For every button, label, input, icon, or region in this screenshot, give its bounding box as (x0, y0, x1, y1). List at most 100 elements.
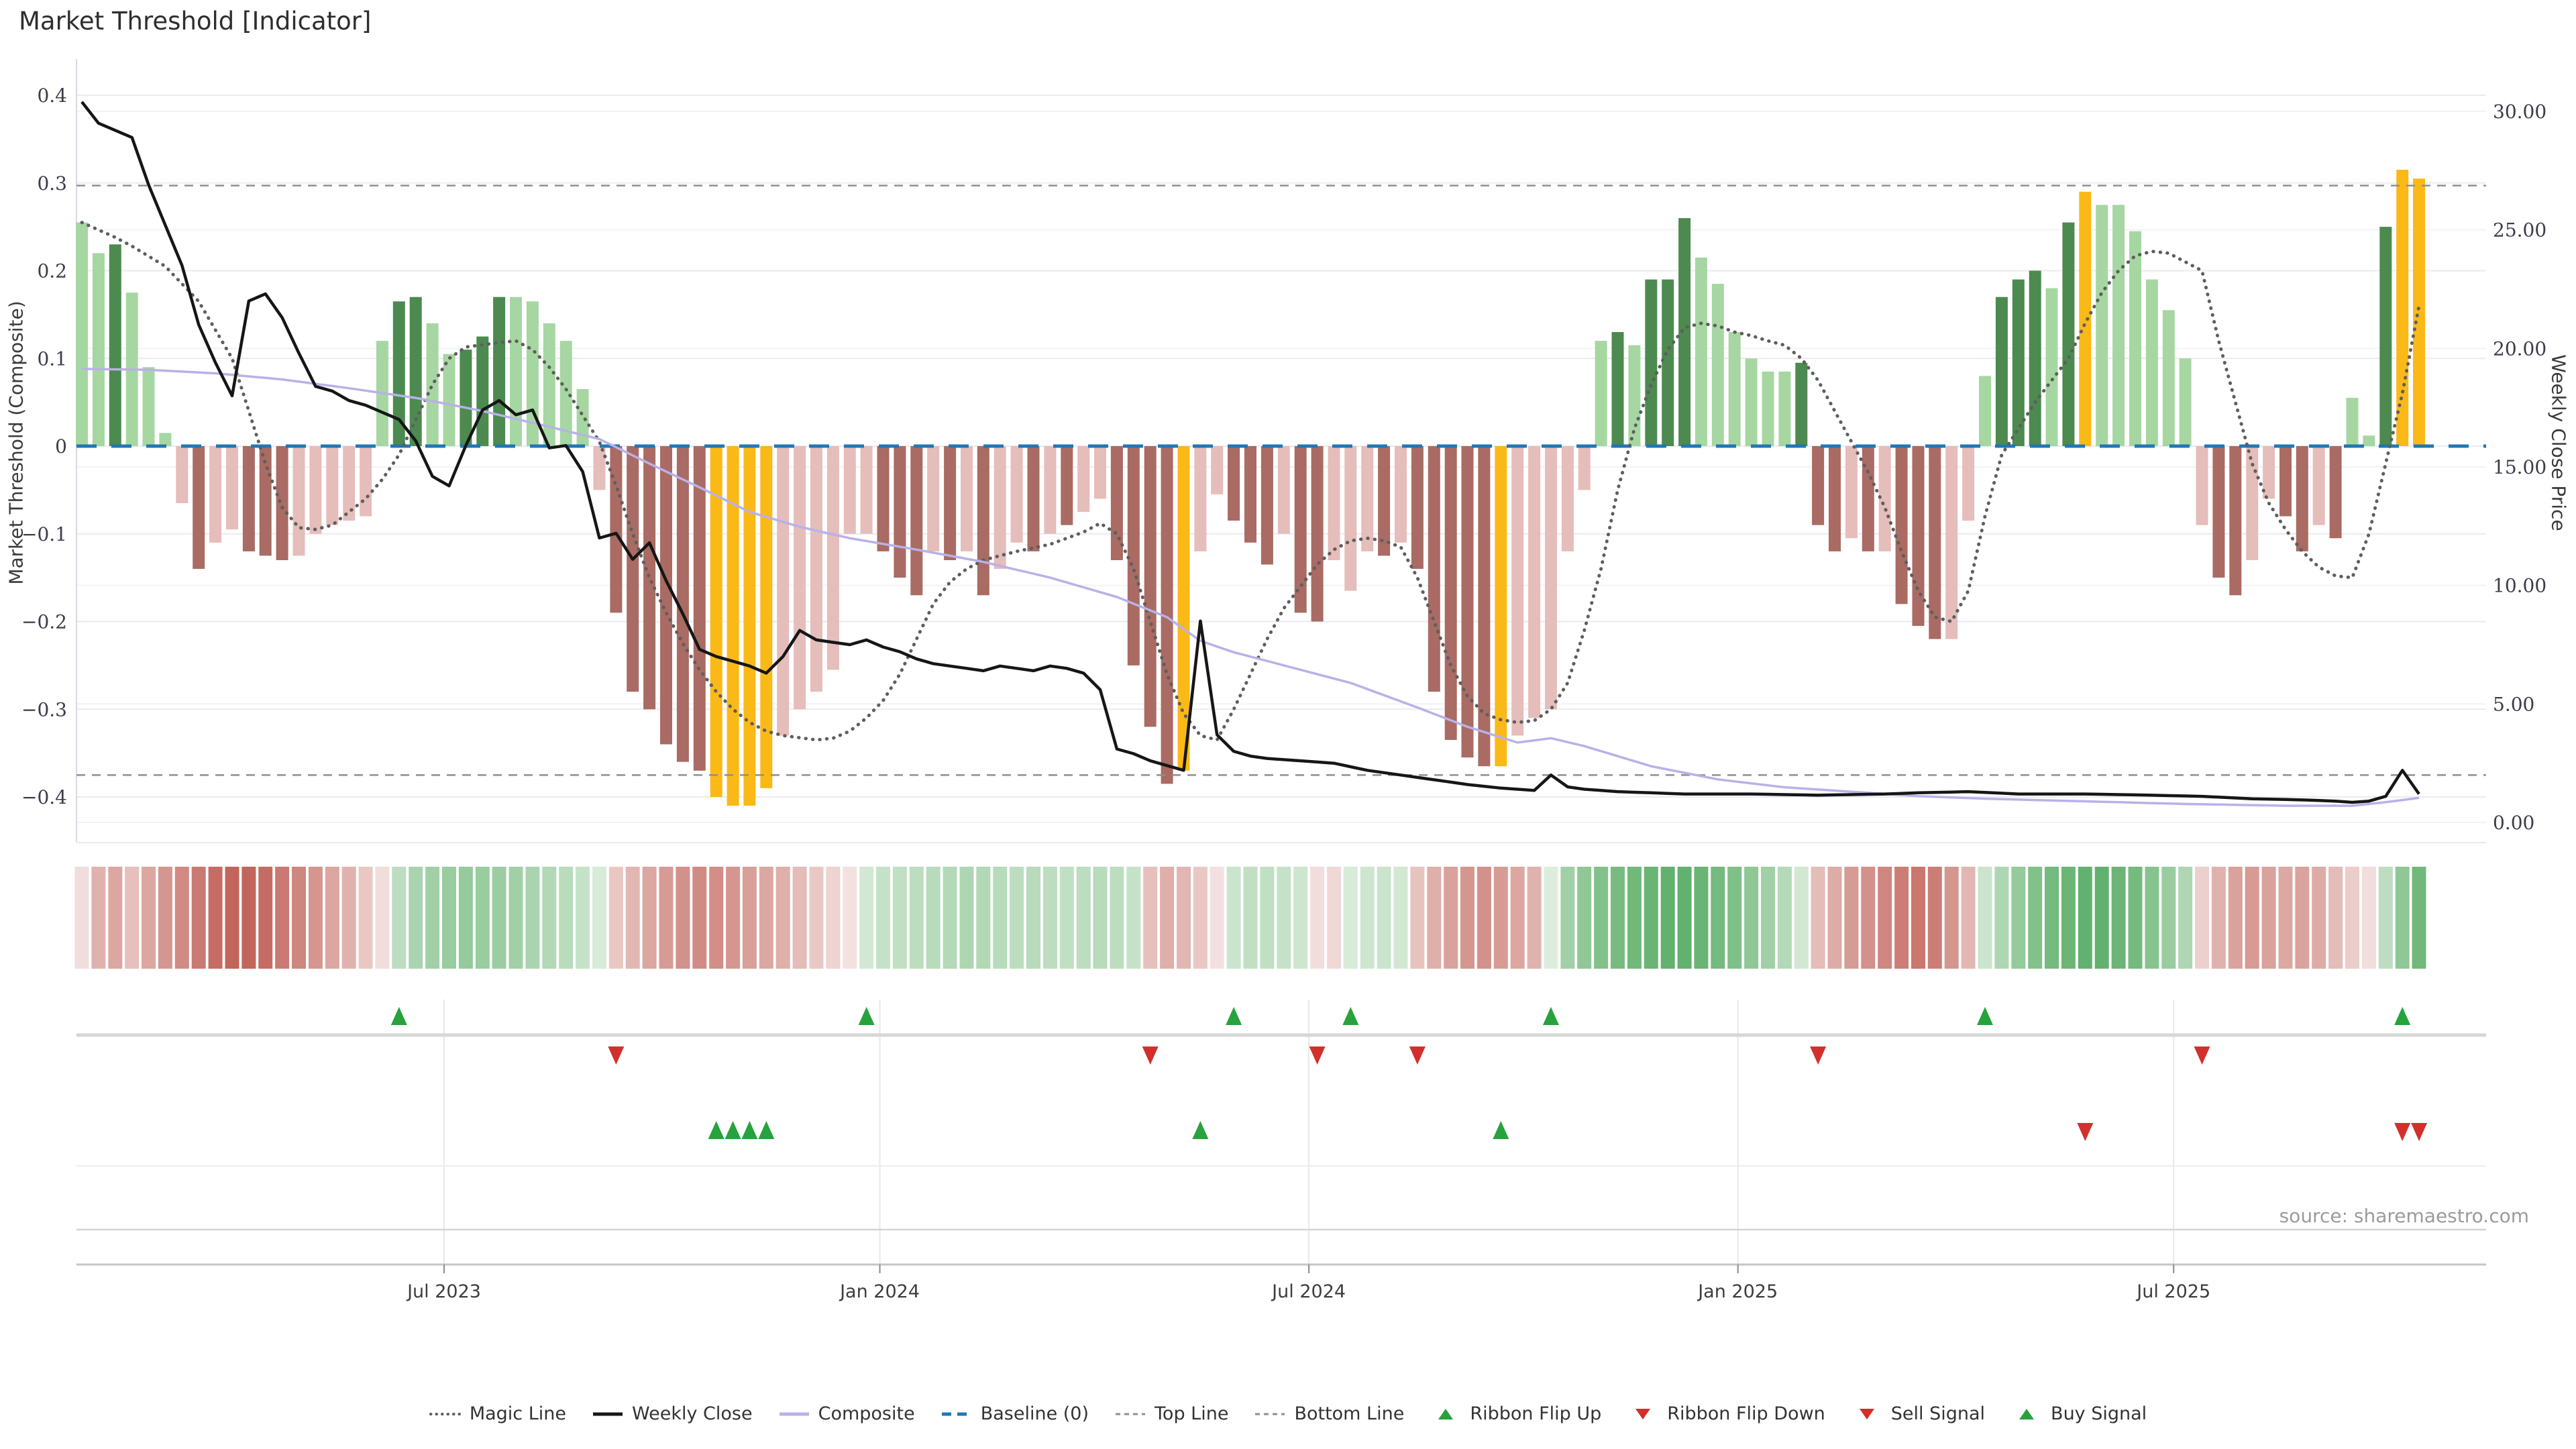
legend-marker-icon (1859, 1408, 1874, 1419)
bar (1895, 446, 1908, 604)
bar (392, 301, 405, 446)
ribbon-cell (726, 867, 741, 969)
bar (426, 323, 439, 446)
legend-item-sell-signal[interactable]: Sell Signal (1851, 1403, 1985, 1424)
bar (1995, 297, 2008, 446)
ribbon-cell (241, 867, 256, 969)
ribbon-cell (2111, 867, 2126, 969)
ribbon-cell (1143, 867, 1158, 969)
bar (826, 446, 839, 670)
ribbon-cell (843, 867, 857, 969)
ribbon-cell (809, 867, 824, 969)
bar (510, 297, 522, 446)
ribbon-cell (1744, 867, 1759, 969)
legend-item-buy-signal[interactable]: Buy Signal (2010, 1403, 2147, 1424)
bar (2029, 270, 2041, 446)
legend-marker-icon (1255, 1413, 1285, 1415)
ribbon-cell (792, 867, 807, 969)
bar (2129, 231, 2141, 446)
ribbon-cell (1627, 867, 1642, 969)
buy-signal-marker (758, 1121, 775, 1139)
legend-item-weekly-close[interactable]: Weekly Close (592, 1403, 753, 1424)
ribbon-cell (1577, 867, 1592, 969)
ribbon-cell (91, 867, 106, 969)
bar (1110, 446, 1123, 560)
ribbon-cell (1660, 867, 1675, 969)
bar (1912, 446, 1925, 626)
ribbon-cell (2128, 867, 2143, 969)
legend-item-ribbon-flip-up[interactable]: Ribbon Flip Up (1430, 1403, 1601, 1424)
legend-item-ribbon-flip-down[interactable]: Ribbon Flip Down (1627, 1403, 1825, 1424)
bar (610, 446, 623, 613)
ribbon-cell (1594, 867, 1609, 969)
ribbon-cell (275, 867, 290, 969)
bar (977, 446, 989, 596)
ribbon-cell (2345, 867, 2359, 969)
ribbon-flip-down-marker (1309, 1046, 1326, 1065)
ribbon-cell (341, 867, 356, 969)
ribbon-cell (2094, 867, 2109, 969)
ribbon-cell (1711, 867, 1725, 969)
ribbon-flip-down-marker (2194, 1046, 2210, 1065)
bar (1611, 332, 1624, 446)
buy-signal-marker (741, 1121, 758, 1139)
legend-item-composite[interactable]: Composite (778, 1403, 915, 1424)
legend-marker-icon (1116, 1413, 1146, 1415)
bars-series (76, 170, 2425, 806)
bar (2212, 446, 2225, 578)
ribbon-cell (191, 867, 206, 969)
bar (1728, 332, 1741, 446)
bar (1561, 446, 1574, 551)
ribbon-cell (576, 867, 590, 969)
ribbon-cell (142, 867, 156, 969)
ribbon-cell (1694, 867, 1709, 969)
ribbon-flip-up-marker (1542, 1007, 1559, 1025)
bar (1979, 376, 1991, 446)
ribbon-cell (74, 867, 89, 969)
ribbon-cell (492, 867, 506, 969)
bar (593, 446, 606, 490)
bar (961, 446, 973, 551)
bar (777, 446, 790, 736)
bar (109, 244, 121, 446)
right-tick-label: 30.00 (2493, 101, 2546, 123)
bar (2246, 446, 2259, 560)
ribbon-cell (2078, 867, 2092, 969)
bar (1177, 446, 1190, 771)
ribbon-cell (292, 867, 306, 969)
bar (2079, 191, 2092, 446)
right-tick-label: 5.00 (2493, 693, 2534, 715)
bar (1444, 446, 1457, 740)
ribbon-cell (1226, 867, 1241, 969)
bar (1127, 446, 1140, 665)
ribbon-cell (1944, 867, 1959, 969)
bar (460, 350, 472, 446)
ribbon-cell (592, 867, 606, 969)
ribbon-cell (1293, 867, 1308, 969)
date-label: Jan 2024 (839, 1281, 920, 1302)
bar (1161, 446, 1173, 784)
ribbon-cell (876, 867, 890, 969)
legend-item-baseline-0-[interactable]: Baseline (0) (941, 1403, 1089, 1424)
bar (292, 446, 305, 556)
ribbon-cell (1677, 867, 1692, 969)
legend-item-bottom-line[interactable]: Bottom Line (1254, 1403, 1404, 1424)
bar (877, 446, 890, 551)
legend-item-top-line[interactable]: Top Line (1114, 1403, 1228, 1424)
ribbon-cell (1761, 867, 1775, 969)
legend-item-magic-line[interactable]: Magic Line (429, 1403, 566, 1424)
ribbon-flip-down-marker (1810, 1046, 1827, 1065)
bar (843, 446, 856, 534)
bar (860, 446, 873, 534)
composite-line (81, 368, 2420, 807)
bar (576, 389, 589, 446)
legend-item-label: Ribbon Flip Down (1667, 1403, 1825, 1424)
bar (409, 297, 422, 446)
ribbon-cell (1827, 867, 1842, 969)
ribbon-flip-up-marker (1226, 1007, 1242, 1025)
ribbon-cell (2312, 867, 2326, 969)
bar (1010, 446, 1023, 543)
bar (559, 341, 572, 446)
legend-marker-icon (593, 1412, 623, 1415)
